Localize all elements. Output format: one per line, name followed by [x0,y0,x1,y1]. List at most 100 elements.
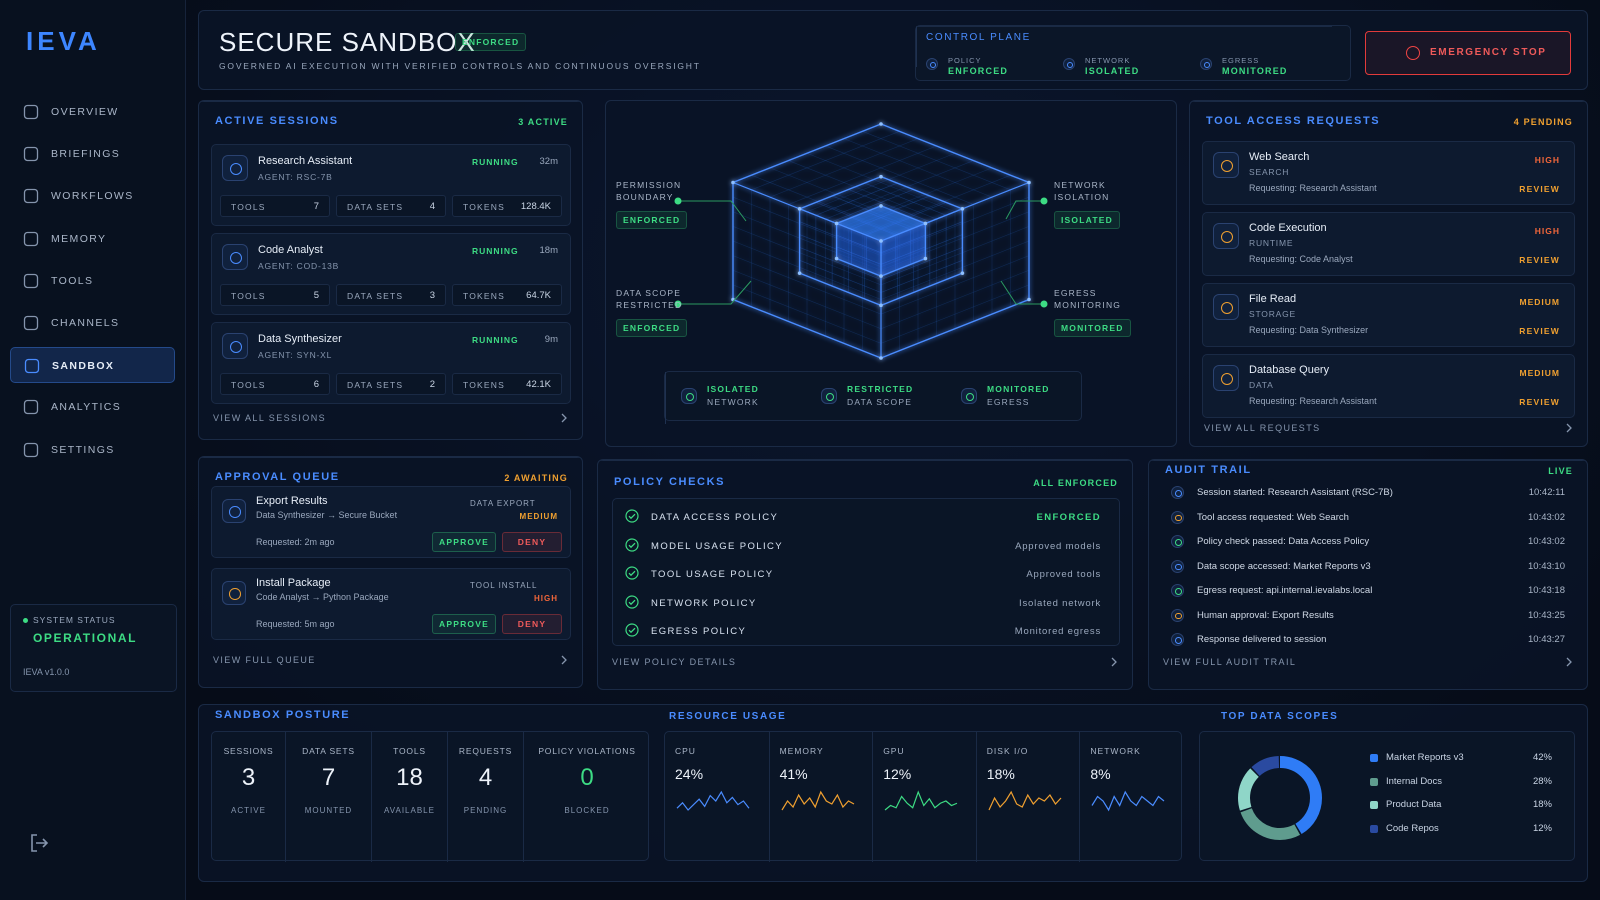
boundary-badge: ENFORCED [616,319,688,337]
cube-grid [862,131,1011,191]
cube-node [879,303,883,308]
approve-button[interactable]: APPROVE [432,614,496,634]
nav-item[interactable]: MEMORY [10,221,175,257]
request-review[interactable]: REVIEW [1519,397,1560,407]
icon [1171,486,1184,499]
session-name: Code Analyst [258,244,323,256]
footer-link[interactable]: VIEW ALL REQUESTS [1204,423,1321,433]
footer-link[interactable]: VIEW ALL SESSIONS [213,413,327,423]
icon [222,499,246,523]
stat-value: 3 [429,290,435,301]
sessions-panel: ACTIVE SESSIONS 3 ACTIVE Research Assistan… [198,100,583,440]
cube-node [797,207,802,211]
panel-title: POLICY CHECKS [614,476,726,488]
legend-sub: EGRESS [987,397,1030,407]
policy-status: Approved tools [1026,569,1101,580]
policy-status: Monitored egress [1014,626,1101,637]
panel-count: 2 AWAITING [504,473,568,483]
cube-grid [836,234,882,253]
cube-grid [815,182,898,216]
nav-icon [23,400,39,415]
check-mark [628,542,636,548]
page-title: SECURE SANDBOX [219,27,476,57]
resource-column: DISK I/O 18% [975,732,1080,862]
nav-icon-shape [23,231,39,246]
approve-button[interactable]: APPROVE [432,532,496,552]
check-icon [625,566,639,580]
stat-value: 2 [429,379,435,390]
footer-divider [598,460,1132,461]
nav-item[interactable]: OVERVIEW [10,94,175,130]
boundary-legend: ISOLATED NETWORK RESTRICTED DATA SCOPE MONIT… [664,371,1082,424]
stat-label: TOOLS [231,202,266,212]
logout-icon[interactable] [28,832,50,854]
logo: IEVA [26,26,101,56]
panel-title: TOOL ACCESS REQUESTS [1206,115,1381,127]
sparkline-line [676,790,750,811]
nav-item[interactable]: BRIEFINGS [10,136,175,172]
session-stat: DATA SETS 3 [336,284,446,306]
legend-swatch [1370,754,1378,762]
stop-icon [1406,46,1420,60]
footer-link[interactable]: VIEW FULL QUEUE [213,655,316,665]
stat-value: 3 [241,764,256,791]
stat-value: 4 [478,764,493,791]
nav-label: SETTINGS [51,443,115,456]
request-review[interactable]: REVIEW [1519,184,1560,194]
resource-name: CPU [675,746,696,756]
panel-count: ALL ENFORCED [1033,478,1118,488]
request-requester: Requesting: Research Assistant [1249,396,1377,406]
resource-name: DISK I/O [986,746,1029,756]
nav-icon-shape [24,359,40,374]
footer-link[interactable]: VIEW FULL AUDIT TRAIL [1163,657,1297,667]
donut-segment [1238,756,1322,840]
panel-title: APPROVAL QUEUE [215,471,340,483]
cube-grid [866,217,911,236]
deny-button[interactable]: DENY [502,532,562,552]
approval-route: Data Synthesizer → Secure Bucket [256,510,398,520]
session-stat: TOKENS 42.1K [452,373,562,395]
cube-grid [751,131,900,191]
legend-swatch [1370,824,1378,833]
chevron [561,413,567,423]
request-review[interactable]: REVIEW [1519,255,1560,265]
cube-grid [825,145,974,205]
stat-column: REQUESTS 4 PENDING [447,732,523,862]
emergency-stop[interactable]: EMERGENCY STOP [1365,31,1571,75]
request-requester: Requesting: Research Assistant [1249,183,1377,193]
cube-node [1027,180,1031,185]
cube-node [834,256,839,261]
icon [1171,633,1184,646]
nav-item[interactable]: TOOLS [10,263,175,299]
audit-text: Human approval: Export Results [1197,609,1334,621]
cp-value: MONITORED [1222,66,1288,76]
stat-label: REQUESTS [458,746,513,756]
request-type: RUNTIME [1249,238,1294,248]
cube-node [797,271,802,275]
nav-item[interactable]: ANALYTICS [10,389,175,425]
nav-item[interactable]: SETTINGS [10,432,175,468]
check-circle [625,509,639,523]
footer-link[interactable]: VIEW POLICY DETAILS [612,657,737,667]
nav-icon-shape [23,189,39,204]
icon [222,155,248,181]
legend-swatch [1370,777,1378,786]
session-stat: TOOLS 7 [220,195,330,217]
nav-item[interactable]: SANDBOX [10,347,175,384]
stat-value: 128.4K [520,201,551,212]
icon [961,388,977,404]
nav-item[interactable]: CHANNELS [10,305,175,341]
stat-value: 4 [429,201,435,212]
icon [681,388,697,404]
nav-item[interactable]: WORKFLOWS [10,178,175,214]
check-icon [625,623,639,637]
icon [1213,294,1239,320]
cube-grid [880,247,963,280]
request-review[interactable]: REVIEW [1519,326,1560,336]
cube-node [923,221,928,226]
resource-value: 8% [1090,766,1111,782]
deny-button[interactable]: DENY [502,614,562,634]
status-label: SYSTEM STATUS [33,615,116,625]
connector-dot [674,197,682,205]
chevron-path [561,413,567,423]
